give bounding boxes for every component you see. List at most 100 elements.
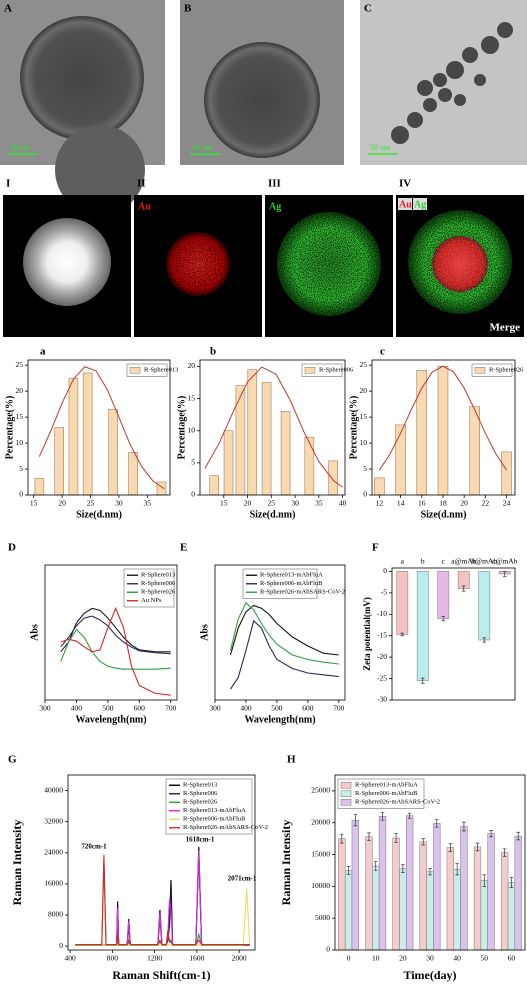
x-tick-label: 24 xyxy=(503,499,511,508)
y-tick-label: 15 xyxy=(360,412,368,421)
error-bar xyxy=(441,616,446,622)
y-tick-label: 10 xyxy=(188,425,196,434)
y-tick-label: -5 xyxy=(381,588,387,597)
bar xyxy=(261,382,272,496)
x-tick-label: 20 xyxy=(58,499,66,508)
x-tick-label: a@mAb xyxy=(451,557,476,566)
error-bar xyxy=(420,677,425,684)
bar xyxy=(128,452,138,496)
panel-label: A xyxy=(4,3,12,15)
element-label: Au xyxy=(399,199,412,210)
bar xyxy=(338,838,346,951)
y-tick-label: 0 xyxy=(363,490,367,499)
y-tick-label: 0 xyxy=(383,566,387,575)
scale-bar-label: 50 nm xyxy=(370,143,391,152)
error-bar xyxy=(407,812,412,819)
y-axis-label: Zeta potential(mV) xyxy=(362,597,372,671)
element-label: Ag xyxy=(414,199,426,210)
error-bar xyxy=(346,866,351,875)
y-tick-label: 0 xyxy=(19,490,23,499)
error-bar xyxy=(482,637,487,643)
merge-caption: Merge xyxy=(489,322,520,334)
panel-label: G xyxy=(8,754,17,766)
plot-frame xyxy=(214,564,346,701)
error-bar xyxy=(401,864,405,873)
x-tick-label: 600 xyxy=(134,704,146,713)
error-bar xyxy=(509,877,514,888)
y-tick-label: 15 xyxy=(188,393,196,402)
y-axis-label: Abs xyxy=(199,624,210,641)
y-axis-label: Raman Intensity xyxy=(279,820,293,906)
x-tick-label: 10 xyxy=(372,954,380,963)
legend-swatch xyxy=(340,790,352,797)
annotation: 2071cm-1 xyxy=(228,875,257,883)
x-tick-label: 15 xyxy=(30,499,38,508)
x-tick-label: 50 xyxy=(481,954,489,963)
line xyxy=(75,846,250,946)
panel-label: IV xyxy=(399,178,411,190)
bar xyxy=(374,477,385,496)
line xyxy=(60,615,171,655)
bar xyxy=(68,377,79,496)
y-axis-label: Percentage(%) xyxy=(176,396,187,460)
bar xyxy=(54,427,64,496)
annotation: 720cm-1 xyxy=(81,843,107,851)
y-axis-label: Percentage(%) xyxy=(348,396,359,460)
y-tick-label: 0 xyxy=(191,490,195,499)
x-tick-label: 0 xyxy=(347,954,351,963)
x-axis-label: Wavelength(nm) xyxy=(75,714,146,725)
x-tick-label: 60 xyxy=(508,954,516,963)
bar xyxy=(416,571,429,681)
bar xyxy=(478,571,491,641)
error-bar xyxy=(461,585,466,592)
eds-panel: II Au xyxy=(134,178,262,337)
bar xyxy=(419,841,427,951)
x-tick-label: b@mAb xyxy=(471,557,497,566)
x-tick-label: 2000 xyxy=(232,954,247,963)
fit-curve xyxy=(204,366,343,488)
y-tick-label: 10 xyxy=(16,438,24,447)
bar xyxy=(460,826,468,951)
bar xyxy=(396,571,409,635)
panel-label: I xyxy=(6,178,10,190)
x-tick-label: 400 xyxy=(240,704,252,713)
tem-panel: B 20 nm xyxy=(180,0,344,165)
y-tick-label: 32000 xyxy=(44,816,63,825)
y-tick-label: 25000 xyxy=(311,786,330,795)
y-tick-label: 0 xyxy=(326,945,330,954)
legend-label: R-Sphere013 xyxy=(183,782,217,789)
bar xyxy=(473,846,482,951)
x-tick-label: 40 xyxy=(453,954,461,963)
legend-swatch xyxy=(340,799,352,806)
error-bar xyxy=(428,868,432,876)
y-tick-label: 20 xyxy=(360,386,368,395)
y-axis-label: Raman Intensity xyxy=(10,820,24,906)
x-tick-label: 1600 xyxy=(189,954,204,963)
x-tick-label: 600 xyxy=(302,704,314,713)
legend-label: R-Sphere013 xyxy=(144,367,178,374)
error-bar xyxy=(462,821,466,832)
legend-label: R-Sphere013-mAbFluA xyxy=(355,782,418,789)
x-tick-label: 22 xyxy=(482,499,490,508)
x-tick-label: 400 xyxy=(71,704,83,713)
legend-label: R-Sphere013-mAbFluA xyxy=(260,572,323,579)
error-bar xyxy=(455,863,459,876)
error-bar xyxy=(489,830,493,838)
y-tick-label: 20 xyxy=(188,361,196,370)
error-bar xyxy=(380,812,385,821)
error-bar xyxy=(502,848,507,857)
legend-label: R-Sphere013 xyxy=(141,572,175,579)
x-tick-label: 20 xyxy=(460,499,468,508)
line xyxy=(60,628,171,670)
legend-swatch xyxy=(129,367,141,374)
x-tick-label: 20 xyxy=(244,499,252,508)
bar xyxy=(344,870,353,951)
y-tick-label: 5 xyxy=(363,464,367,473)
line xyxy=(60,606,171,696)
x-tick-label: 1200 xyxy=(147,954,162,963)
x-tick-label: 300 xyxy=(209,704,221,713)
plot-frame xyxy=(334,774,526,951)
x-tick-label: 25 xyxy=(268,499,276,508)
bar xyxy=(406,815,414,951)
